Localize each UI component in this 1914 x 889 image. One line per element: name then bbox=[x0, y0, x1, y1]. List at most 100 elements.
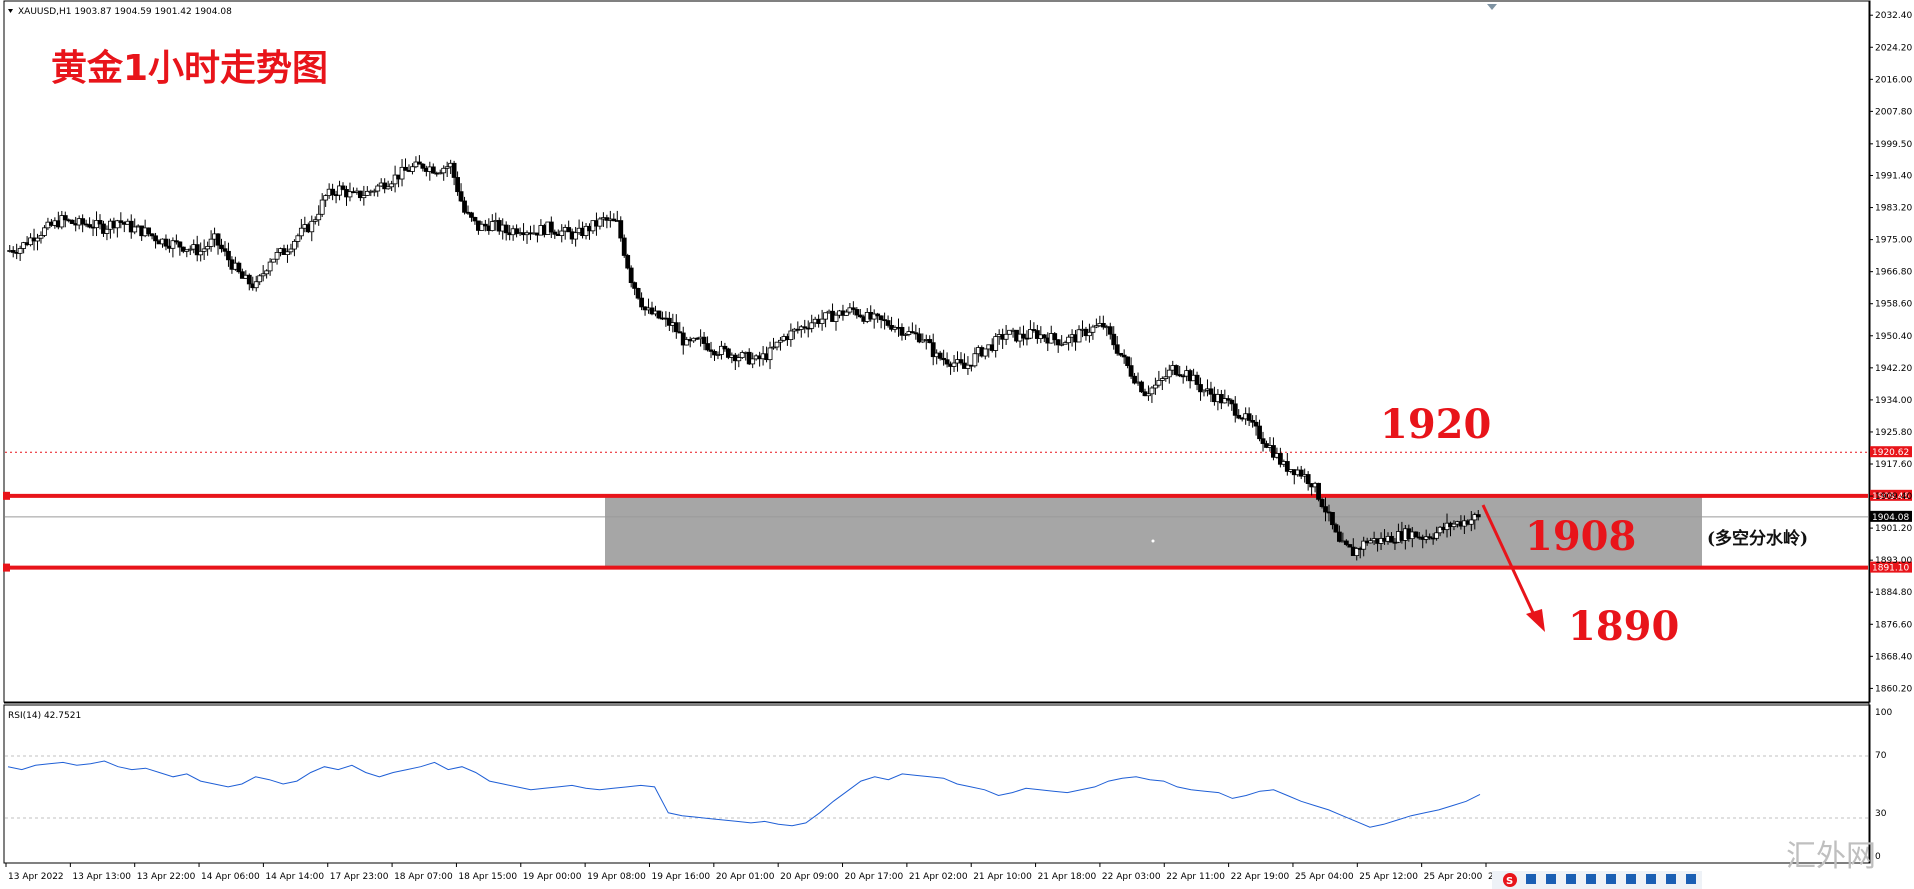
candle-body bbox=[153, 235, 158, 242]
candle-body bbox=[330, 188, 336, 196]
candle-body bbox=[170, 240, 176, 249]
annotation-bull-bear-watershed: (多空分水岭) bbox=[1707, 528, 1808, 549]
taskbar-icon-9[interactable] bbox=[1686, 874, 1696, 884]
level-handle-icon[interactable] bbox=[3, 563, 10, 572]
candle-body bbox=[909, 331, 915, 334]
level-price-label: 1909.46 bbox=[1872, 492, 1909, 502]
taskbar-icon-7[interactable] bbox=[1646, 874, 1656, 884]
candle-body bbox=[677, 331, 683, 334]
x-tick-label: 17 Apr 23:00 bbox=[330, 872, 389, 882]
taskbar-icon-5[interactable] bbox=[1606, 874, 1616, 884]
y-tick-label: 1925.80 bbox=[1875, 428, 1912, 438]
candle-body bbox=[292, 241, 297, 250]
level-price-label: 1920.62 bbox=[1872, 448, 1909, 458]
x-tick-label: 20 Apr 09:00 bbox=[780, 872, 839, 882]
level-price-tag bbox=[1870, 561, 1912, 573]
candle-body bbox=[903, 334, 908, 336]
candle-body bbox=[319, 199, 325, 215]
candle-body bbox=[1229, 399, 1235, 405]
y-tick-label: 1909.40 bbox=[1875, 492, 1912, 502]
candle-body bbox=[736, 357, 742, 362]
candle-body bbox=[823, 312, 828, 320]
candle-body bbox=[1225, 398, 1231, 401]
candle-body bbox=[253, 281, 259, 289]
candle-body bbox=[1361, 540, 1367, 550]
x-tick-label: 22 Apr 03:00 bbox=[1102, 872, 1161, 882]
candle-body bbox=[774, 341, 780, 348]
candle-body bbox=[208, 238, 214, 247]
candle-body bbox=[635, 287, 641, 299]
y-tick-label: 1934.00 bbox=[1875, 396, 1912, 406]
candle-body bbox=[1114, 344, 1120, 354]
candle-body bbox=[1118, 352, 1124, 356]
candle-body bbox=[847, 307, 853, 313]
candle-body bbox=[722, 345, 728, 350]
candle-body bbox=[87, 224, 92, 228]
candle-body bbox=[809, 322, 815, 329]
taskbar-icon-1[interactable] bbox=[1526, 874, 1536, 884]
candle-body bbox=[482, 223, 488, 227]
candle-body bbox=[503, 224, 509, 234]
candle-body bbox=[1076, 329, 1082, 343]
scroll-marker-icon[interactable] bbox=[1487, 4, 1497, 10]
taskbar-icon-6[interactable] bbox=[1626, 874, 1636, 884]
level-handle-icon[interactable] bbox=[3, 491, 10, 500]
candle-body bbox=[458, 191, 464, 202]
candle-body bbox=[260, 273, 266, 277]
taskbar-icon-3[interactable] bbox=[1566, 874, 1576, 884]
candle-body bbox=[1055, 339, 1061, 346]
support-resistance-zone bbox=[605, 495, 1702, 568]
candle-body bbox=[410, 166, 415, 172]
candle-body bbox=[201, 248, 207, 252]
candle-body bbox=[173, 240, 179, 243]
candle-body bbox=[941, 357, 947, 361]
candle-body bbox=[778, 339, 783, 343]
taskbar-icon-2[interactable] bbox=[1546, 874, 1556, 884]
candle-body bbox=[69, 219, 75, 224]
candle-body bbox=[875, 313, 881, 317]
x-tick-label: 18 Apr 07:00 bbox=[394, 872, 453, 882]
candle-body bbox=[673, 322, 679, 333]
candle-body bbox=[684, 339, 690, 346]
candle-body bbox=[430, 166, 436, 174]
candle-body bbox=[1236, 414, 1242, 419]
candle-body bbox=[246, 274, 252, 285]
candle-body bbox=[382, 182, 388, 190]
candle-body bbox=[712, 351, 717, 356]
x-tick-label: 21 Apr 18:00 bbox=[1038, 872, 1097, 882]
candle-body bbox=[21, 242, 27, 249]
y-tick-label: 1958.60 bbox=[1875, 300, 1912, 310]
candle-body bbox=[1305, 474, 1311, 485]
candle-body bbox=[972, 353, 978, 367]
candle-body bbox=[163, 238, 169, 247]
x-tick-label: 21 Apr 10:00 bbox=[973, 872, 1032, 882]
x-tick-label: 25 Apr 12:00 bbox=[1359, 872, 1418, 882]
taskbar-icon-4[interactable] bbox=[1586, 874, 1596, 884]
rsi-y-tick-label: 0 bbox=[1875, 852, 1881, 862]
x-tick-label: 14 Apr 06:00 bbox=[201, 872, 260, 882]
taskbar-icon-8[interactable] bbox=[1666, 874, 1676, 884]
dropdown-triangle-icon[interactable] bbox=[8, 9, 13, 13]
candle-body bbox=[993, 336, 999, 351]
candle-body bbox=[469, 212, 474, 218]
candle-body bbox=[437, 172, 443, 175]
candle-body bbox=[1177, 374, 1183, 377]
candle-body bbox=[625, 255, 631, 269]
candle-body bbox=[10, 250, 16, 253]
candle-body bbox=[1368, 540, 1374, 544]
candle-body bbox=[371, 190, 377, 193]
candle-body bbox=[1121, 354, 1127, 358]
y-tick-label: 1901.20 bbox=[1875, 524, 1912, 534]
candle-body bbox=[552, 231, 558, 235]
taskbar-logo-icon[interactable] bbox=[1503, 873, 1517, 887]
candle-body bbox=[1246, 413, 1252, 421]
candle-body bbox=[441, 167, 447, 174]
x-tick-label: 20 Apr 01:00 bbox=[716, 872, 775, 882]
candle-body bbox=[573, 232, 579, 240]
candle-body bbox=[118, 220, 124, 223]
annotation-1908: 1908 bbox=[1525, 513, 1636, 560]
y-tick-label: 1942.20 bbox=[1875, 364, 1912, 374]
candle-body bbox=[548, 221, 554, 233]
candle-body bbox=[1336, 531, 1342, 542]
